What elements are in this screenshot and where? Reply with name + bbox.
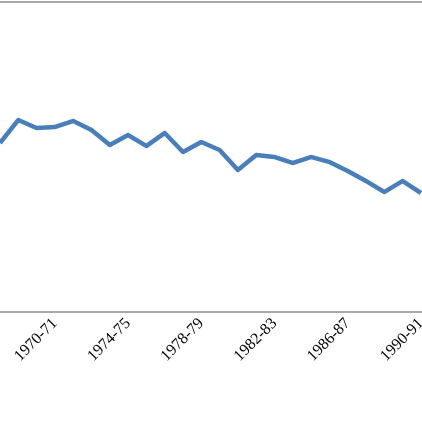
x-tick-label: 1986-87 (304, 315, 354, 365)
x-tick-label: 1982-83 (231, 315, 281, 365)
x-tick-label: 1970-71 (11, 315, 61, 365)
data-line (0, 117, 422, 195)
x-tick-label: 1974-75 (84, 315, 134, 365)
x-tick-label: 1990-91 (377, 315, 422, 365)
x-tick-label: 1978-79 (157, 315, 207, 365)
